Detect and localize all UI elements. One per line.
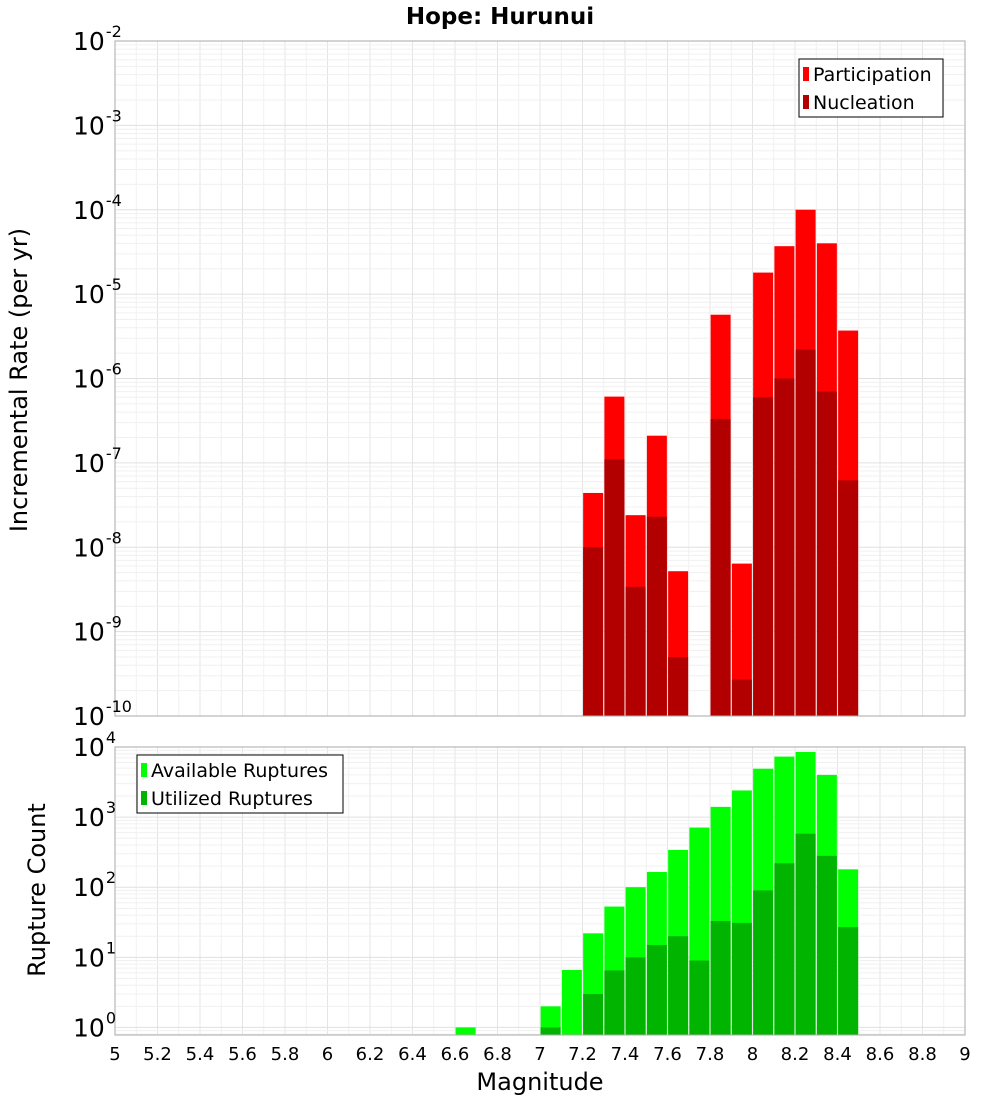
bar-utilized-ruptures — [668, 936, 689, 1035]
x-tick-label: 5.2 — [143, 1044, 172, 1065]
x-axis-label: Magnitude — [476, 1068, 603, 1096]
legend-swatch — [803, 95, 809, 109]
x-tick-label: 6.4 — [398, 1044, 427, 1065]
bar-utilized-ruptures — [816, 855, 837, 1035]
legend-entry: Utilized Ruptures — [151, 788, 313, 810]
y-tick-label: 10-4 — [73, 191, 122, 225]
y-tick-label: 102 — [73, 868, 116, 902]
legend-entry: Participation — [813, 64, 932, 86]
bar-utilized-ruptures — [689, 960, 710, 1035]
y-tick-label: 103 — [73, 798, 116, 832]
bar-utilized-ruptures — [710, 920, 731, 1035]
bar-nucleation — [646, 516, 667, 716]
bar-nucleation — [668, 657, 689, 716]
x-tick-label: 6.8 — [483, 1044, 512, 1065]
legend-swatch — [141, 791, 147, 805]
x-tick-label: 6.6 — [441, 1044, 470, 1065]
chart-title: Hope: Hurunui — [406, 4, 594, 30]
bar-utilized-ruptures — [838, 927, 859, 1035]
y-tick-label: 10-10 — [73, 697, 132, 731]
x-tick-label: 7.4 — [611, 1044, 640, 1065]
bar-nucleation — [604, 459, 625, 716]
x-tick-label: 8.6 — [866, 1044, 895, 1065]
x-tick-label: 5 — [109, 1044, 120, 1065]
bar-utilized-ruptures — [646, 944, 667, 1035]
top-panel-bars — [583, 209, 859, 717]
bar-participation — [731, 563, 752, 716]
y-tick-label: 10-6 — [73, 360, 122, 394]
y-tick-label: 10-7 — [73, 444, 122, 478]
bar-utilized-ruptures — [731, 922, 752, 1035]
bar-nucleation — [710, 419, 731, 716]
top-panel-grid — [114, 41, 966, 717]
bar-nucleation — [753, 397, 774, 716]
bottom-panel-y-ticks: 100 101 102 103 104 — [73, 728, 116, 1042]
x-tick-label: 7.2 — [568, 1044, 597, 1065]
x-tick-label: 8 — [747, 1044, 758, 1065]
bar-nucleation — [625, 586, 646, 716]
legend-entry: Nucleation — [813, 92, 915, 114]
bar-utilized-ruptures — [583, 993, 604, 1035]
bottom-panel-legend: Available Ruptures Utilized Ruptures — [136, 754, 344, 814]
x-tick-label: 8.8 — [908, 1044, 937, 1065]
bar-nucleation — [838, 480, 859, 716]
x-tick-label: 5.6 — [228, 1044, 257, 1065]
bar-nucleation — [583, 547, 604, 716]
x-tick-label: 7 — [534, 1044, 545, 1065]
x-tick-label: 8.4 — [823, 1044, 852, 1065]
bar-utilized-ruptures — [540, 1027, 561, 1035]
x-tick-label: 5.8 — [271, 1044, 300, 1065]
y-tick-label: 10-8 — [73, 528, 122, 562]
top-y-axis-label: Incremental Rate (per yr) — [5, 228, 33, 532]
x-axis-ticks: 5 5.2 5.4 5.6 5.8 6 6.2 6.4 6.6 6.8 7 7.2 7.4 7.6 7.8 8… — [109, 1044, 970, 1065]
x-tick-label: 7.6 — [653, 1044, 682, 1065]
bottom-y-axis-label: Rupture Count — [23, 803, 51, 977]
bar-utilized-ruptures — [774, 863, 795, 1035]
bar-utilized-ruptures — [625, 957, 646, 1035]
y-tick-label: 10-3 — [73, 106, 122, 140]
bar-nucleation — [795, 349, 816, 716]
legend-swatch — [141, 763, 147, 777]
bar-nucleation — [774, 378, 795, 716]
bar-available-ruptures — [455, 1027, 476, 1035]
top-panel-y-ticks: 10-10 10-9 10-8 10-7 10-6 10-5 10-4 10-3 10-2 — [73, 22, 132, 731]
bar-nucleation — [816, 391, 837, 716]
bar-available-ruptures — [561, 969, 582, 1035]
bar-utilized-ruptures — [795, 833, 816, 1035]
legend-box — [798, 58, 944, 118]
y-tick-label: 101 — [73, 938, 116, 972]
bottom-panel-frame — [114, 746, 966, 1036]
top-panel-legend: Participation Nucleation — [798, 58, 944, 118]
legend-swatch — [803, 67, 809, 81]
legend-box — [136, 754, 344, 814]
x-tick-label: 9 — [959, 1044, 970, 1065]
x-tick-label: 8.2 — [781, 1044, 810, 1065]
bar-nucleation — [731, 679, 752, 716]
x-tick-label: 6 — [322, 1044, 333, 1065]
legend-entry: Available Ruptures — [151, 760, 328, 782]
y-tick-label: 104 — [73, 728, 116, 762]
y-tick-label: 100 — [73, 1008, 116, 1042]
y-tick-label: 10-9 — [73, 613, 122, 647]
x-tick-label: 6.2 — [356, 1044, 385, 1065]
bar-utilized-ruptures — [604, 970, 625, 1035]
bar-utilized-ruptures — [753, 890, 774, 1035]
y-tick-label: 10-5 — [73, 275, 122, 309]
x-tick-label: 7.8 — [696, 1044, 725, 1065]
bottom-panel-bars — [455, 751, 859, 1035]
y-tick-label: 10-2 — [73, 22, 122, 56]
x-tick-label: 5.4 — [186, 1044, 215, 1065]
top-panel-frame — [114, 40, 966, 717]
